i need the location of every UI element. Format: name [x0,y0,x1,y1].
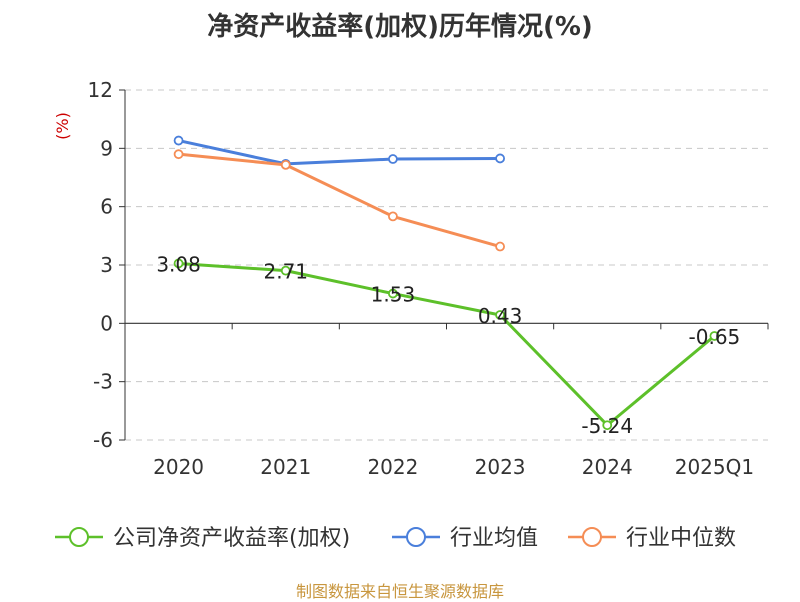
data-label: -5.24 [581,414,633,438]
series-lines [173,135,720,431]
grid-lines [125,89,768,441]
legend-marker [406,527,426,547]
data-point [280,159,291,170]
data-point [388,154,398,164]
data-point [388,288,398,299]
y-tick-label: 6 [100,195,113,219]
data-label: 3.08 [156,252,201,276]
y-tick-label: 9 [100,136,113,160]
data-label: 2.71 [263,260,308,284]
legend-label: 行业均值 [450,526,538,551]
x-tick-label: 2021 [260,455,311,479]
x-tick-label: 2024 [582,455,633,479]
x-tick-label: 2020 [153,455,204,479]
source-note: 制图数据来自恒生聚源数据库 [295,582,504,601]
data-point [495,241,505,252]
data-label: -0.65 [689,325,741,349]
series-line-2 [178,152,501,248]
legend-label: 行业中位数 [626,526,736,551]
y-axis-unit: (%) [53,112,72,140]
x-tick-label: 2025Q1 [675,455,754,479]
data-point [709,331,720,341]
axes [119,89,769,441]
y-tick-label: 12 [88,78,113,102]
chart-title: 净资产收益率(加权)历年情况(%) [207,12,593,42]
legend-marker [582,527,602,547]
y-tick-labels: 12 9 6 3 0 -3 -6 [88,78,113,452]
x-tick-labels: 2020 2021 2022 2023 2024 2025Q1 [153,455,754,479]
data-point [173,258,184,269]
y-tick-label: -3 [93,370,113,394]
data-label: 1.53 [371,283,416,307]
data-point [173,135,184,146]
series-line-1 [178,139,501,166]
data-point [388,211,398,222]
legend-marker [69,527,89,547]
data-point [602,420,613,431]
data-label: 0.43 [478,304,523,328]
y-tick-label: 0 [100,311,113,335]
data-point [495,153,505,164]
data-labels: 3.08 2.71 1.53 0.43 -5.24 -0.65 [156,252,740,438]
data-point [280,265,291,276]
legend: 公司净资产收益率(加权) 行业均值 行业中位数 [55,526,736,551]
x-tick-label: 2023 [475,455,526,479]
data-point [495,310,505,320]
y-tick-label: 3 [100,253,113,277]
y-tick-label: -6 [93,428,113,452]
data-point [173,149,184,160]
series-line-0 [178,261,716,427]
x-tick-label: 2022 [367,455,418,479]
legend-label: 公司净资产收益率(加权) [113,526,350,551]
